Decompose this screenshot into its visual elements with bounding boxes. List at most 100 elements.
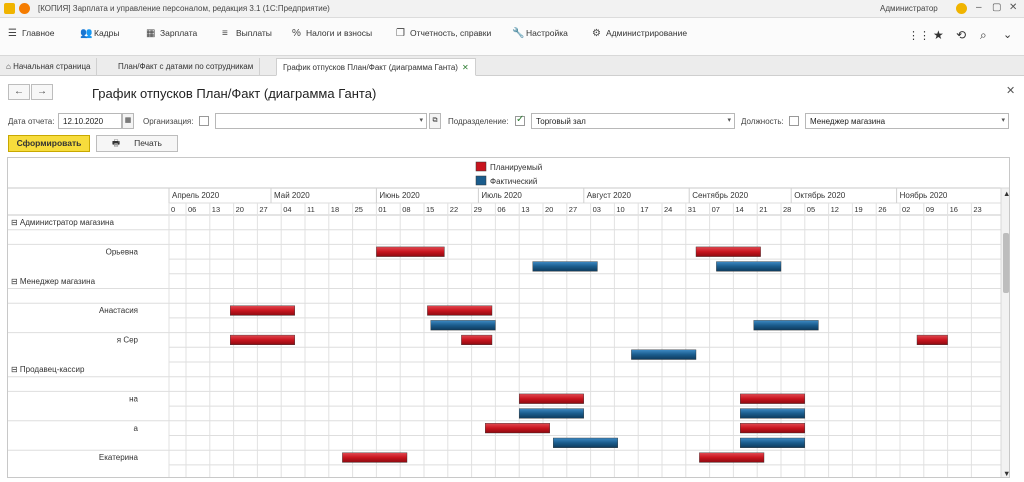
- all-functions-grid-icon[interactable]: ⋮⋮: [908, 30, 930, 42]
- week-label: 05: [807, 205, 815, 214]
- scrollbar-thumb[interactable]: [1003, 233, 1009, 293]
- week-label: 03: [593, 205, 601, 214]
- planned-vacation-bar[interactable]: [519, 393, 585, 404]
- week-label: 06: [497, 205, 505, 214]
- legend-swatch: [475, 161, 487, 172]
- hamburger-icon: ☰: [8, 28, 17, 39]
- scroll-up-icon[interactable]: ▲: [1003, 189, 1010, 198]
- planned-vacation-bar[interactable]: [229, 305, 295, 316]
- planned-vacation-bar[interactable]: [342, 452, 408, 463]
- actual-vacation-bar[interactable]: [740, 408, 806, 419]
- back-button[interactable]: ←: [8, 84, 30, 100]
- week-label: 20: [545, 205, 553, 214]
- chevron-down-icon[interactable]: ▾: [419, 117, 423, 124]
- favorites-star-icon[interactable]: ★: [933, 28, 944, 42]
- planned-vacation-bar[interactable]: [740, 393, 806, 404]
- week-label: 13: [212, 205, 220, 214]
- planned-vacation-bar[interactable]: [427, 305, 493, 316]
- minimize-icon[interactable]: –: [976, 2, 982, 13]
- printer-icon: 🖶: [112, 138, 121, 148]
- position-label: Должность:: [741, 117, 784, 126]
- position-checkbox[interactable]: [789, 116, 799, 126]
- week-label: 10: [616, 205, 624, 214]
- planned-vacation-bar[interactable]: [695, 246, 761, 257]
- week-label: 14: [735, 205, 743, 214]
- actual-vacation-bar[interactable]: [631, 349, 697, 360]
- actual-vacation-bar[interactable]: [532, 261, 598, 272]
- month-label: Июнь 2020: [379, 191, 420, 200]
- planned-vacation-bar[interactable]: [699, 452, 765, 463]
- list-icon: ≡: [222, 28, 228, 39]
- planned-vacation-bar[interactable]: [461, 334, 493, 346]
- week-label: 19: [854, 205, 862, 214]
- close-window-icon[interactable]: ✕: [1009, 2, 1018, 13]
- scroll-down-icon[interactable]: ▼: [1003, 469, 1010, 478]
- actual-vacation-bar[interactable]: [716, 261, 782, 272]
- chevron-down-icon[interactable]: ▾: [1001, 117, 1005, 124]
- menu-item-personnel[interactable]: 👥 Кадры: [80, 28, 120, 39]
- actual-vacation-bar[interactable]: [519, 408, 585, 419]
- menu-item-reports[interactable]: ❐ Отчетность, справки: [396, 28, 492, 39]
- dropdown-menu-icon[interactable]: ⌄: [1003, 29, 1013, 41]
- actual-vacation-bar[interactable]: [553, 437, 619, 448]
- open-link-icon[interactable]: ⧉: [429, 113, 441, 129]
- position-input[interactable]: Менеджер магазина ▾: [805, 113, 1009, 129]
- planned-vacation-bar[interactable]: [740, 423, 806, 434]
- history-icon[interactable]: ⟲: [956, 28, 967, 42]
- actual-vacation-bar[interactable]: [430, 320, 496, 331]
- chevron-down-icon[interactable]: ▾: [727, 117, 731, 124]
- week-label: 18: [331, 205, 339, 214]
- week-label: 28: [783, 205, 791, 214]
- menu-item-main[interactable]: ☰ Главное: [8, 28, 55, 39]
- close-form-icon[interactable]: ✕: [1006, 85, 1016, 97]
- menu-item-taxes[interactable]: % Налоги и взносы: [292, 28, 373, 39]
- legend-label: Планируемый: [490, 163, 542, 172]
- app-logo-icon: [4, 3, 15, 14]
- actual-vacation-bar[interactable]: [740, 437, 806, 448]
- info-icon[interactable]: [956, 3, 967, 14]
- close-tab-icon[interactable]: ✕: [461, 63, 469, 72]
- gantt-chart: Планируемый Фактический Апрель 2020 Май 202…: [7, 157, 1010, 478]
- forward-button[interactable]: →: [31, 84, 53, 100]
- tab-gantt-report[interactable]: График отпусков План/Факт (диаграмма Ган…: [276, 58, 476, 76]
- report-date-input[interactable]: 12.10.2020: [58, 113, 122, 129]
- planned-vacation-bar[interactable]: [916, 334, 948, 346]
- menu-item-administration[interactable]: ⚙ Администрирование: [592, 28, 688, 39]
- main-menu-icon[interactable]: [19, 3, 30, 14]
- month-label: Ноябрь 2020: [900, 191, 948, 200]
- generate-button[interactable]: Сформировать: [8, 135, 90, 152]
- maximize-icon[interactable]: ▢: [992, 2, 1002, 13]
- planned-vacation-bar[interactable]: [376, 246, 445, 257]
- current-user[interactable]: Администратор: [880, 4, 938, 13]
- search-icon[interactable]: ⌕: [980, 28, 987, 42]
- week-label: 17: [640, 205, 648, 214]
- home-icon: ⌂: [6, 62, 14, 71]
- calendar-icon[interactable]: ▦: [122, 113, 134, 129]
- week-label: 06: [188, 205, 196, 214]
- print-button[interactable]: 🖶 Печать: [96, 135, 178, 152]
- actual-vacation-bar[interactable]: [753, 320, 819, 331]
- tab-home[interactable]: ⌂ Начальная страница: [0, 58, 98, 76]
- week-label: 08: [402, 205, 410, 214]
- week-label: 13: [521, 205, 529, 214]
- subdivision-input[interactable]: Торговый зал ▾: [531, 113, 735, 129]
- menu-item-payments[interactable]: ≡ Выплаты: [222, 28, 272, 39]
- employee-row-label: Орьевна: [106, 247, 139, 256]
- week-label: 11: [307, 205, 315, 214]
- organization-checkbox[interactable]: [199, 116, 209, 126]
- tab-plan-fact-dates[interactable]: План/Факт с датами по сотрудникам: [112, 58, 261, 76]
- week-label: 02: [902, 205, 910, 214]
- employee-row-label: Екатерина: [99, 453, 139, 462]
- vertical-scrollbar[interactable]: [1000, 187, 1010, 478]
- organization-input[interactable]: ▾: [215, 113, 427, 129]
- planned-vacation-bar[interactable]: [229, 334, 295, 346]
- menu-item-salary[interactable]: ▦ Зарплата: [146, 28, 198, 39]
- people-icon: 👥: [80, 28, 93, 39]
- subdivision-label: Подразделение:: [448, 117, 509, 126]
- week-label: 26: [878, 205, 886, 214]
- subdivision-checkbox[interactable]: [515, 114, 525, 126]
- menu-item-settings[interactable]: 🔧 Настройка: [512, 28, 568, 39]
- planned-vacation-bar[interactable]: [485, 423, 551, 434]
- month-label: Август 2020: [587, 191, 632, 200]
- group-row-label: ⊟ Администратор магазина: [11, 218, 114, 227]
